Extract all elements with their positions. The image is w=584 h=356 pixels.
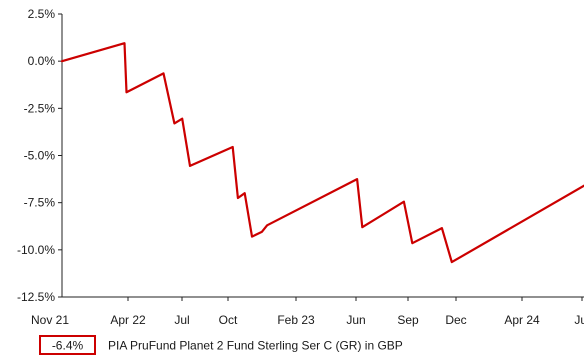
x-tick-label: Apr 22 [110, 313, 146, 327]
y-tick-label: 2.5% [28, 7, 56, 21]
series-line [60, 42, 584, 264]
y-tick-label: -12.5% [17, 290, 55, 304]
y-tick-label: -7.5% [24, 196, 56, 210]
y-tick-label: -10.0% [17, 243, 55, 257]
legend-return-value: -6.4% [52, 339, 84, 353]
series-lines [60, 42, 584, 264]
legend-return-box [39, 335, 96, 355]
y-tick-label: 0.0% [28, 54, 56, 68]
y-tick-label: -2.5% [24, 101, 56, 115]
x-tick-label: Nov 21 [31, 313, 69, 327]
x-tick-label: Feb 23 [277, 313, 315, 327]
x-tick-label: Jun [346, 313, 365, 327]
x-tick-label: Jul [174, 313, 189, 327]
tick-labels: 2.5% 0.0% -2.5% -5.0% -7.5% -10.0% -12.5% Nov 2… [17, 7, 584, 327]
x-tick-label: Jul [574, 313, 584, 327]
y-tick-label: -5.0% [24, 149, 56, 163]
x-tick-label: Apr 24 [504, 313, 540, 327]
x-tick-label: Oct [219, 313, 238, 327]
legend-series-name: PIA PruFund Planet 2 Fund Sterling Ser C… [108, 339, 403, 353]
x-tick-label: Dec [445, 313, 466, 327]
x-tick-label: Sep [397, 313, 419, 327]
legend: -6.4% PIA PruFund Planet 2 Fund Sterling… [39, 335, 403, 355]
